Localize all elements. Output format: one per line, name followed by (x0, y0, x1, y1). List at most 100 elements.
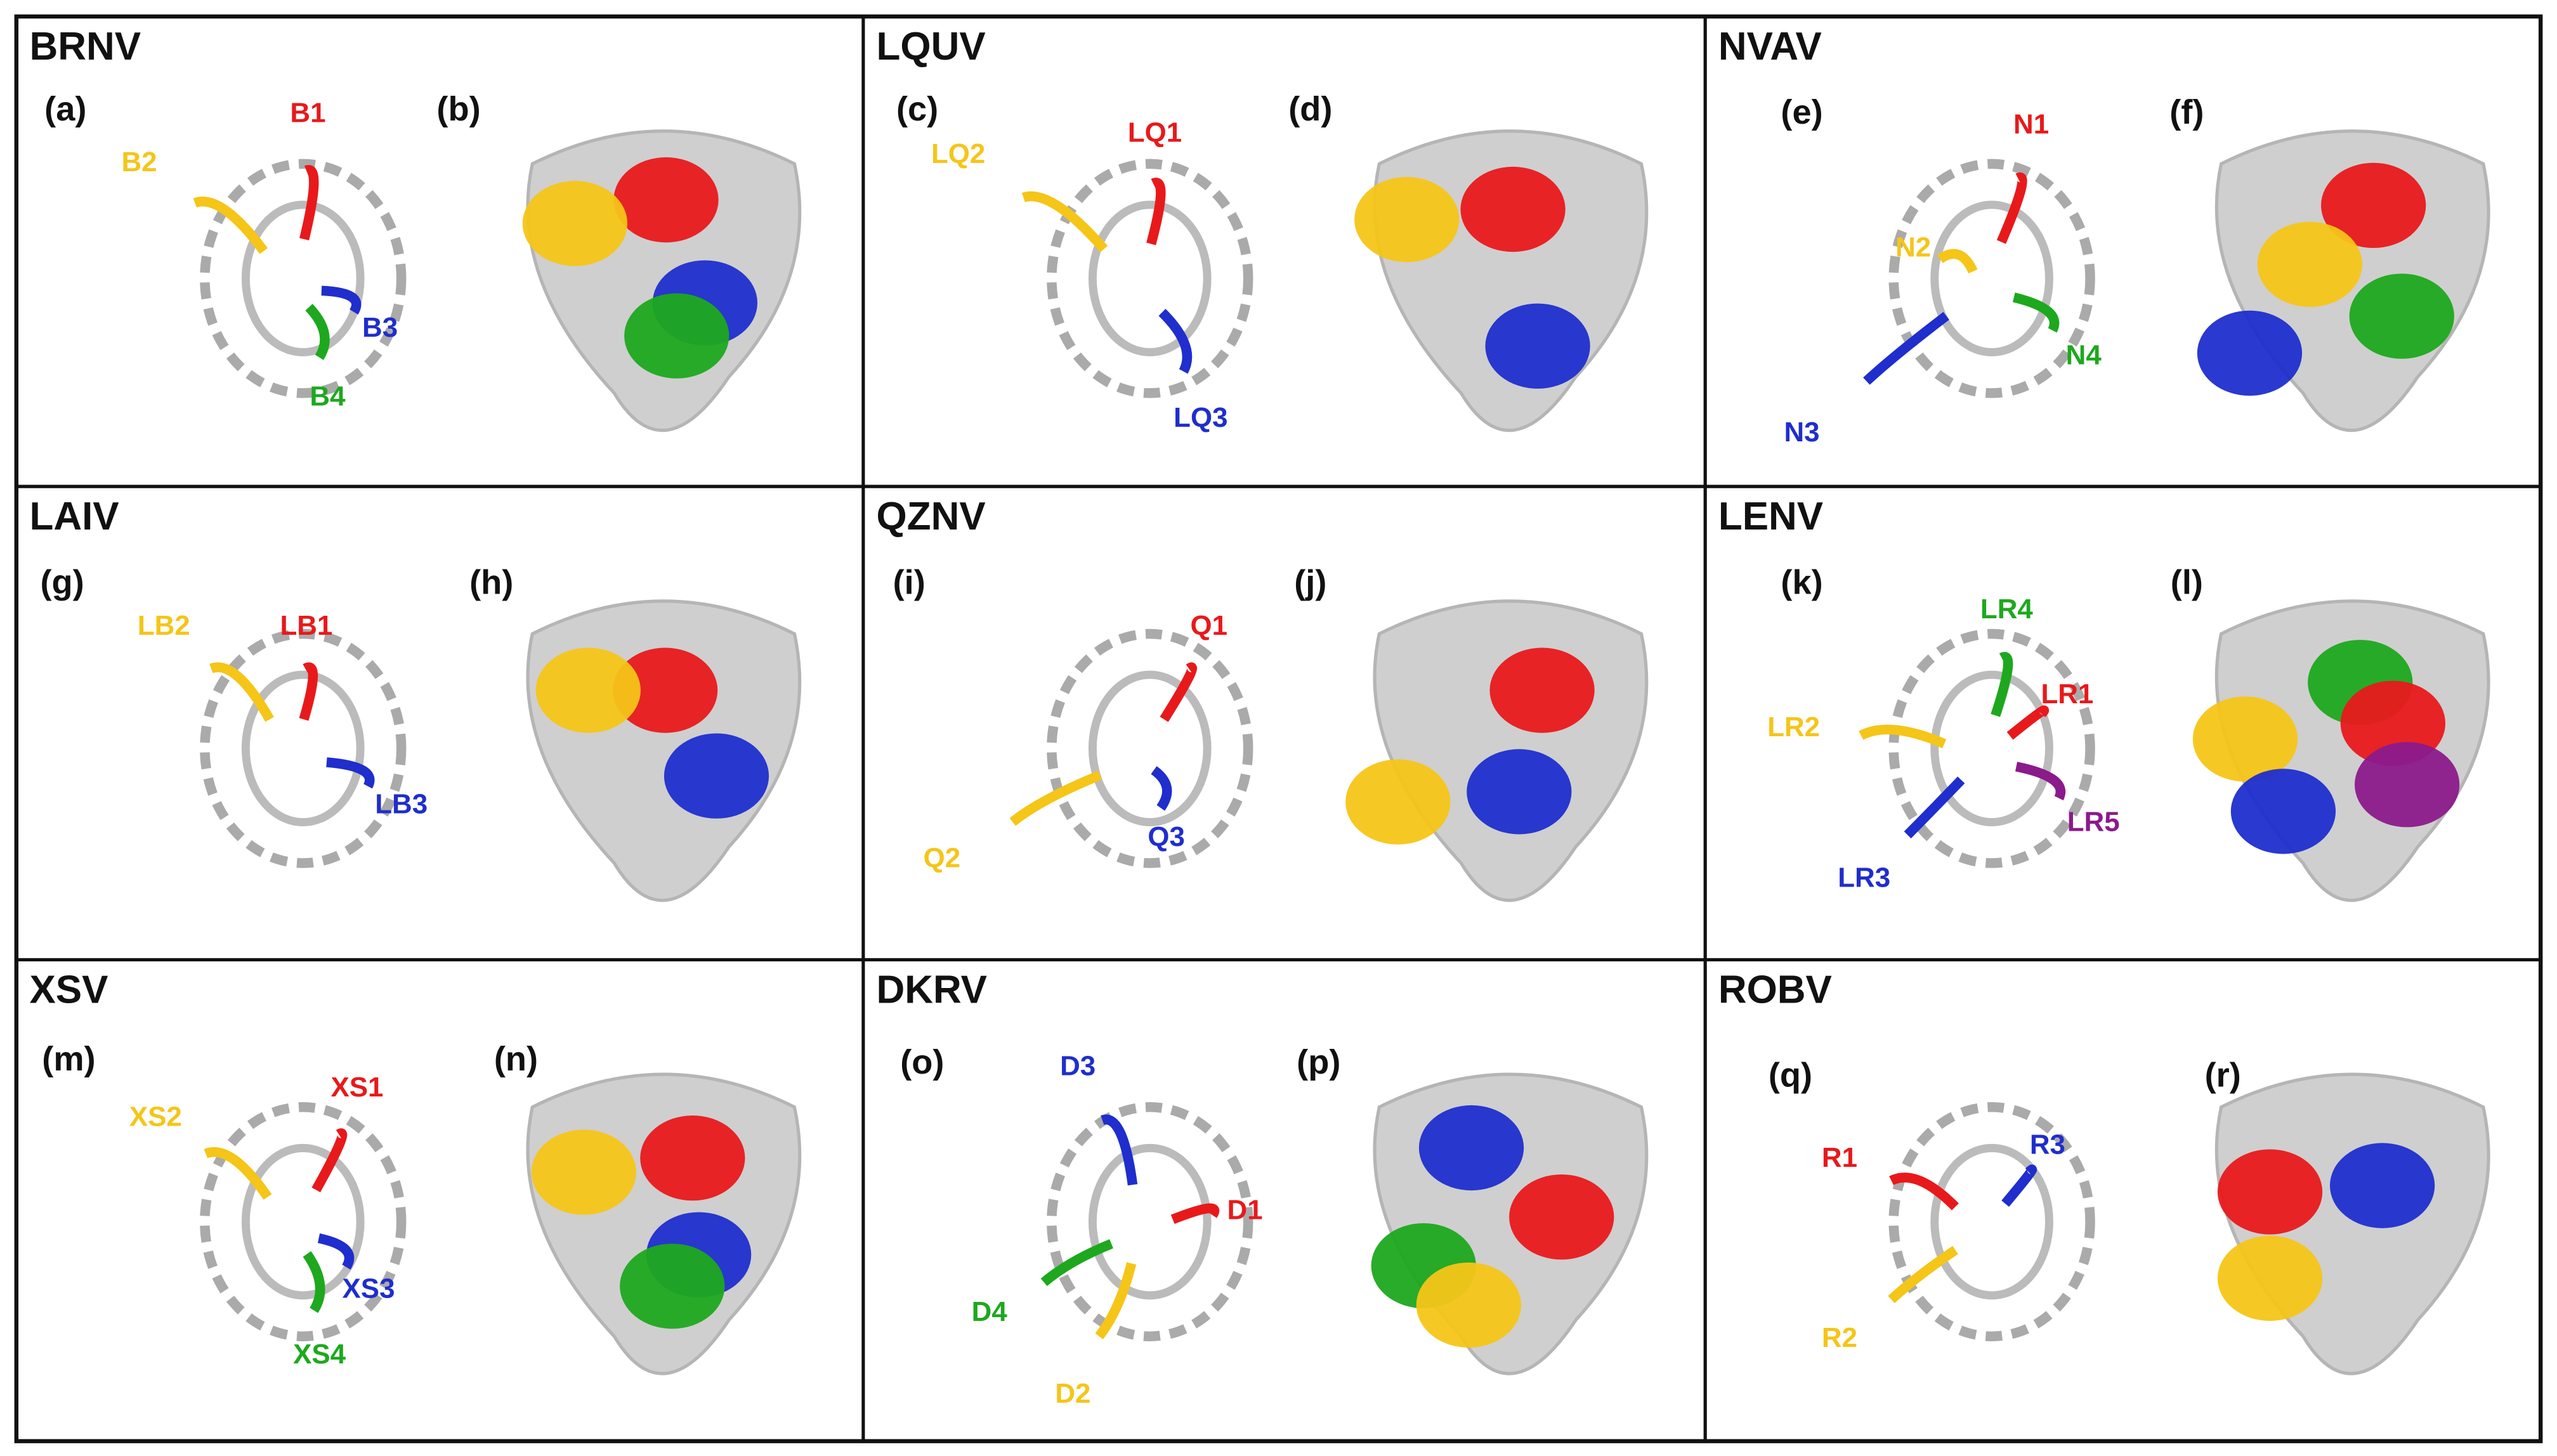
region-label: LR2 (1767, 712, 1820, 743)
subpanel-label: (m) (42, 1040, 95, 1078)
subpanel-label: (c) (896, 90, 938, 128)
region-label: B2 (121, 146, 157, 178)
surface-patch (535, 647, 641, 733)
subpanel-label: (n) (494, 1040, 538, 1078)
ribbon-core (1088, 1143, 1212, 1300)
surface-patch (2321, 162, 2426, 249)
ribbon-core (1088, 670, 1212, 826)
surface-patch (1345, 759, 1451, 845)
surface-patch (2197, 310, 2303, 396)
surface-patch (531, 1129, 636, 1215)
ribbon-structure (1888, 1102, 2095, 1342)
region-label: LR4 (1980, 594, 2033, 625)
subpanel-label: (e) (1781, 93, 1822, 131)
ribbon-segment (1146, 178, 1166, 245)
ribbon-structure (200, 628, 407, 868)
region-label: XS2 (129, 1101, 182, 1132)
ribbon-segment (1158, 308, 1193, 374)
surface-patch (1509, 1174, 1614, 1260)
ribbon-segment (311, 1128, 348, 1193)
subpanel-label: (f) (2169, 93, 2204, 131)
ribbon-core (1930, 1143, 2053, 1300)
surface-patch (613, 157, 719, 243)
ribbon-segment (1937, 249, 1978, 274)
ribbon-core (1088, 200, 1212, 356)
ribbon-segment (1022, 191, 1108, 252)
ribbon-segment (1040, 1239, 1113, 1286)
region-label: LB2 (138, 610, 190, 641)
region-label: LR5 (2067, 807, 2120, 838)
surface-patch (2257, 221, 2362, 307)
surface-patch (1460, 166, 1566, 252)
ribbon-segment (1888, 1245, 1958, 1303)
ribbon-structure (1047, 1102, 1253, 1342)
surface-patch (2230, 769, 2336, 854)
panel-name: ROBV (1718, 968, 1832, 1011)
ribbon-segment (1170, 1203, 1220, 1225)
ribbon-core (1930, 670, 2053, 826)
region-label: XS3 (343, 1273, 395, 1304)
ribbon-segment (321, 285, 362, 315)
surface-patch (2192, 696, 2298, 782)
subpanel-label: (b) (436, 90, 480, 128)
subpanel-label: (i) (893, 563, 925, 601)
ribbon-segment (317, 1233, 355, 1270)
ribbon-segment (204, 1147, 272, 1200)
surface-patch (2217, 1149, 2323, 1235)
ribbon-segment (1996, 172, 2027, 244)
region-label: LB3 (375, 788, 428, 819)
surface-patch (1354, 177, 1460, 263)
region-label: XS4 (293, 1339, 346, 1370)
region-label: R2 (1822, 1322, 1857, 1353)
region-label: R1 (1822, 1142, 1857, 1173)
panel-name: QZNV (877, 495, 986, 538)
surface-patch (522, 181, 628, 266)
region-label: D4 (972, 1296, 1008, 1327)
ribbon-segment (1009, 770, 1102, 826)
ribbon-structure (1047, 628, 1253, 868)
region-label: N1 (2013, 109, 2049, 140)
surface-patch (612, 647, 718, 733)
ribbon-segment (1859, 724, 1947, 748)
subpanel-label: (p) (1297, 1043, 1340, 1081)
surface-patch (664, 733, 769, 819)
region-label: D2 (1055, 1378, 1090, 1409)
panel-name: XSV (29, 968, 108, 1011)
panel-name: BRNV (29, 25, 141, 68)
ribbon-core (241, 670, 365, 826)
subpanel-label: (g) (41, 563, 84, 601)
ribbon-segment (1991, 652, 2013, 717)
surface-patch (1485, 303, 1590, 389)
ribbon-core (1930, 200, 2053, 356)
panel-name: LENV (1718, 495, 1823, 538)
subpanel-label: (h) (469, 563, 513, 601)
ribbon-structure (200, 1102, 407, 1342)
region-label: R3 (2030, 1129, 2065, 1160)
surface-patch (2349, 273, 2454, 359)
subpanel-label: (q) (1769, 1056, 1812, 1095)
surface-patch (2217, 1235, 2323, 1321)
ribbon-segment (1101, 1114, 1138, 1186)
subpanel-label: (j) (1294, 563, 1326, 601)
ribbon-segment (303, 1251, 325, 1313)
region-label: Q3 (1148, 821, 1185, 852)
surface-patch (1489, 647, 1595, 733)
outer-border (14, 14, 2543, 1443)
ribbon-segment (2001, 1164, 2037, 1207)
ribbon-structure (1888, 628, 2095, 868)
region-label: LR3 (1838, 862, 1890, 893)
region-label: LQ3 (1174, 402, 1227, 433)
surface-patch (1418, 1105, 1524, 1191)
region-label: B1 (290, 98, 325, 129)
surface-patch (620, 1244, 725, 1329)
ribbon-segment (299, 662, 318, 721)
subpanel-label: (l) (2171, 563, 2203, 601)
subpanel-label: (a) (44, 90, 86, 128)
ribbon-segment (2012, 292, 2060, 333)
ribbon-structure (1047, 159, 1253, 398)
ribbon-segment (299, 165, 319, 240)
region-label: N3 (1784, 417, 1820, 448)
ribbon-segment (2015, 762, 2066, 801)
region-label: LB1 (280, 610, 332, 641)
